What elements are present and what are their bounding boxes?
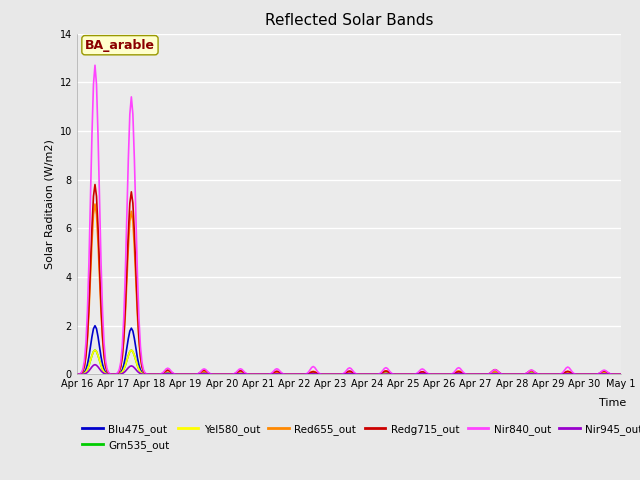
Grn535_out [314, 371, 321, 377]
Nir840_out [589, 372, 597, 377]
Grn535_out [141, 372, 149, 377]
Blu475_out [256, 372, 264, 377]
Red655_out [91, 201, 99, 207]
Grn535_out [91, 347, 99, 353]
Redg715_out [589, 372, 597, 377]
Redg715_out [73, 372, 81, 377]
Nir945_out [617, 372, 625, 377]
Text: Time: Time [599, 398, 626, 408]
Yel580_out [589, 372, 597, 377]
Nir840_out [146, 372, 154, 377]
Yel580_out [617, 372, 625, 377]
Red655_out [146, 372, 154, 377]
Redg715_out [617, 372, 625, 377]
Nir840_out [73, 372, 81, 377]
Blu475_out [238, 371, 246, 376]
Blu475_out [589, 372, 597, 377]
Yel580_out [256, 372, 264, 377]
Blu475_out [141, 371, 149, 377]
Yel580_out [73, 372, 81, 377]
Nir840_out [238, 367, 246, 372]
Redg715_out [256, 372, 264, 377]
Blu475_out [266, 372, 273, 377]
Nir945_out [256, 372, 264, 377]
Redg715_out [266, 372, 273, 377]
Grn535_out [238, 370, 246, 376]
Blu475_out [146, 372, 154, 377]
Yel580_out [91, 347, 99, 353]
Blu475_out [91, 323, 99, 329]
Nir840_out [256, 372, 264, 377]
Yel580_out [266, 372, 273, 377]
Red655_out [266, 372, 273, 377]
Red655_out [256, 372, 264, 377]
Nir945_out [141, 372, 149, 377]
Yel580_out [146, 372, 154, 377]
Grn535_out [146, 372, 154, 377]
Blu475_out [617, 372, 625, 377]
Line: Grn535_out: Grn535_out [77, 350, 621, 374]
Red655_out [617, 372, 625, 377]
Line: Red655_out: Red655_out [77, 204, 621, 374]
Red655_out [238, 368, 246, 374]
Legend: Blu475_out, Grn535_out, Yel580_out, Red655_out, Redg715_out, Nir840_out, Nir945_: Blu475_out, Grn535_out, Yel580_out, Red6… [82, 424, 640, 451]
Redg715_out [238, 368, 246, 374]
Blu475_out [73, 372, 81, 377]
Redg715_out [91, 181, 99, 187]
Y-axis label: Solar Raditaion (W/m2): Solar Raditaion (W/m2) [44, 139, 54, 269]
Redg715_out [146, 372, 154, 377]
Nir945_out [238, 371, 246, 376]
Grn535_out [73, 372, 81, 377]
Line: Redg715_out: Redg715_out [77, 184, 621, 374]
Line: Yel580_out: Yel580_out [77, 350, 621, 374]
Red655_out [314, 371, 321, 376]
Red655_out [73, 372, 81, 377]
Yel580_out [314, 371, 321, 377]
Title: Reflected Solar Bands: Reflected Solar Bands [264, 13, 433, 28]
Text: BA_arable: BA_arable [85, 39, 155, 52]
Redg715_out [141, 371, 149, 376]
Red655_out [589, 372, 597, 377]
Nir840_out [266, 371, 273, 377]
Line: Nir840_out: Nir840_out [77, 65, 621, 374]
Nir945_out [91, 362, 99, 368]
Line: Blu475_out: Blu475_out [77, 326, 621, 374]
Nir840_out [314, 369, 321, 375]
Grn535_out [256, 372, 264, 377]
Grn535_out [617, 372, 625, 377]
Line: Nir945_out: Nir945_out [77, 365, 621, 374]
Nir840_out [141, 370, 149, 376]
Nir840_out [91, 62, 99, 68]
Nir840_out [617, 372, 625, 377]
Yel580_out [238, 370, 246, 376]
Blu475_out [314, 371, 321, 377]
Yel580_out [141, 372, 149, 377]
Grn535_out [589, 372, 597, 377]
Redg715_out [314, 371, 321, 376]
Nir945_out [314, 372, 321, 377]
Nir945_out [73, 372, 81, 377]
Nir945_out [146, 372, 154, 377]
Red655_out [141, 371, 149, 376]
Nir945_out [589, 372, 597, 377]
Grn535_out [266, 372, 273, 377]
Nir945_out [266, 372, 273, 377]
